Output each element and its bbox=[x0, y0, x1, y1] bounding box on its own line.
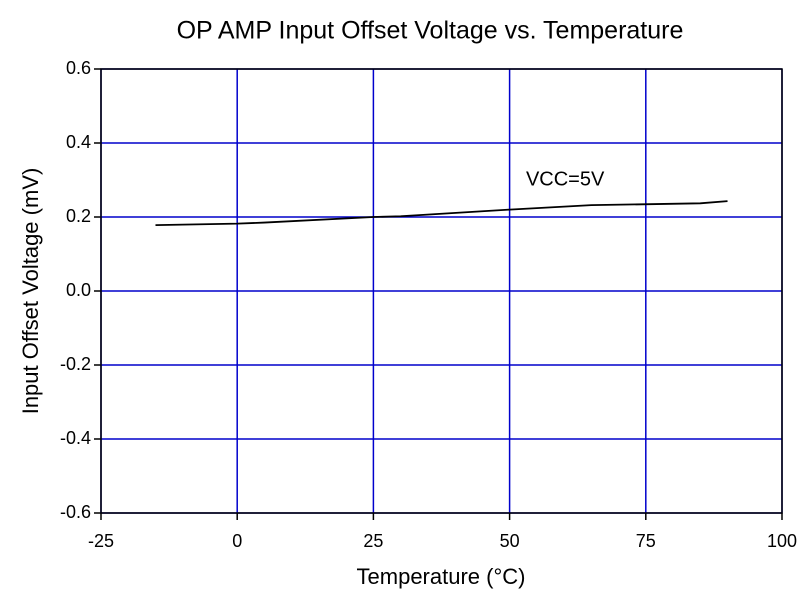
y-tick-label: 0.2 bbox=[66, 206, 91, 226]
x-tick-label: -25 bbox=[88, 531, 114, 551]
data-line bbox=[155, 200, 728, 227]
x-tick-label: 75 bbox=[636, 531, 656, 551]
annotation: VCC=5V bbox=[526, 168, 605, 190]
plot-frame bbox=[100, 68, 783, 514]
y-tick-label: 0.6 bbox=[66, 58, 91, 78]
y-tick-label: -0.6 bbox=[60, 502, 91, 522]
x-tick-label: 100 bbox=[767, 531, 797, 551]
y-tick-label: -0.4 bbox=[60, 428, 91, 448]
x-tick-label: 25 bbox=[363, 531, 383, 551]
x-tick-label: 50 bbox=[500, 531, 520, 551]
chart-title: OP AMP Input Offset Voltage vs. Temperat… bbox=[177, 17, 684, 45]
y-tick-label: 0.0 bbox=[66, 280, 91, 300]
x-axis-label: Temperature (°C) bbox=[357, 564, 526, 589]
y-axis-label: Input Offset Voltage (mV) bbox=[18, 168, 43, 415]
y-tick-label: -0.2 bbox=[60, 354, 91, 374]
y-tick-label: 0.4 bbox=[66, 132, 91, 152]
x-tick-label: 0 bbox=[232, 531, 242, 551]
